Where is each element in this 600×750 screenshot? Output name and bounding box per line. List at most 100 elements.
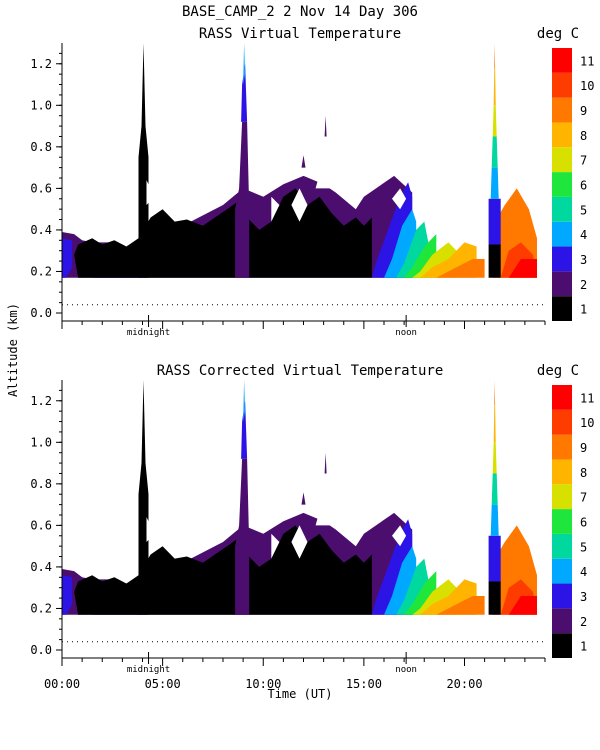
contour-level-1 bbox=[488, 581, 501, 615]
contour-level-7 bbox=[492, 442, 497, 474]
y-tick-label: 1.2 bbox=[30, 394, 52, 408]
y-tick-label: 0.2 bbox=[30, 601, 52, 615]
y-tick-label: 1.0 bbox=[30, 435, 52, 449]
contour-level-11 bbox=[508, 596, 537, 615]
data-gap bbox=[315, 496, 332, 526]
colorbar-swatch-10 bbox=[552, 72, 572, 98]
colorbar-swatch-3 bbox=[552, 246, 572, 272]
colorbar-swatch-7 bbox=[552, 147, 572, 173]
panel-title: RASS Virtual Temperature bbox=[199, 26, 401, 42]
y-tick-label: 0.6 bbox=[30, 518, 52, 532]
colorbar-swatch-5 bbox=[552, 533, 572, 559]
colorbar-swatch-6 bbox=[552, 509, 572, 534]
colorbar-label: 1 bbox=[580, 640, 587, 654]
y-tick-label: 0.0 bbox=[30, 306, 52, 320]
contour-level-2 bbox=[235, 458, 250, 615]
colorbar-label: 3 bbox=[580, 590, 587, 604]
data-gap bbox=[315, 159, 332, 189]
colorbar-swatch-11 bbox=[552, 385, 572, 410]
y-tick-label: 0.8 bbox=[30, 140, 52, 154]
contour-level-1 bbox=[488, 244, 501, 278]
colorbar-label: 3 bbox=[580, 253, 587, 267]
contour-level-1 bbox=[138, 380, 149, 615]
data-gap bbox=[271, 533, 280, 559]
colorbar-swatch-7 bbox=[552, 484, 572, 510]
y-tick-label: 0.8 bbox=[30, 477, 52, 491]
x-tick-label: 05:00 bbox=[145, 677, 181, 691]
midnight-label: midnight bbox=[127, 665, 170, 675]
colorbar-swatch-1 bbox=[552, 633, 572, 658]
contour-level-3 bbox=[241, 400, 248, 459]
colorbar-swatch-1 bbox=[552, 296, 572, 321]
colorbar-label: 6 bbox=[580, 516, 587, 530]
contour-level-4 bbox=[243, 43, 246, 85]
colorbar-swatch-11 bbox=[552, 48, 572, 73]
y-tick-label: 1.0 bbox=[30, 98, 52, 112]
data-gap bbox=[210, 163, 221, 189]
colorbar-swatch-8 bbox=[552, 122, 572, 148]
data-gap bbox=[146, 180, 155, 205]
colorbar-swatch-9 bbox=[552, 97, 572, 123]
contour-level-11 bbox=[508, 259, 537, 278]
colorbar-label: 8 bbox=[580, 466, 587, 480]
colorbar-label: 4 bbox=[580, 565, 587, 579]
x-tick-label: 15:00 bbox=[346, 677, 382, 691]
colorbar-label: 8 bbox=[580, 129, 587, 143]
contour-level-9 bbox=[436, 596, 485, 615]
data-gap bbox=[210, 500, 221, 526]
contour-level-2 bbox=[301, 155, 306, 168]
y-tick-label: 0.4 bbox=[30, 223, 52, 237]
colorbar-swatch-4 bbox=[552, 221, 572, 247]
panel-virtual-temperature: RASS Virtual Temperature deg C 0.0 0.2 0.4… bbox=[30, 26, 594, 338]
colorbar-swatch-2 bbox=[552, 271, 572, 297]
contour-level-8 bbox=[493, 404, 496, 443]
data-gap bbox=[146, 517, 155, 542]
colorbar-swatch-5 bbox=[552, 196, 572, 222]
data-gap bbox=[291, 188, 308, 222]
colorbar-label: 5 bbox=[580, 540, 587, 554]
contour-level-3 bbox=[488, 535, 501, 582]
data-gap bbox=[291, 525, 308, 559]
colorbar-label: 6 bbox=[580, 179, 587, 193]
y-tick-label: 0.2 bbox=[30, 264, 52, 278]
x-axis-label: Time (UT) bbox=[267, 687, 332, 701]
contour-level-1 bbox=[138, 43, 149, 278]
contour-level-5 bbox=[491, 136, 498, 168]
contour-level-2 bbox=[235, 121, 250, 278]
noon-label: noon bbox=[395, 328, 417, 338]
contour-level-8 bbox=[493, 67, 496, 106]
y-tick-label: 0.0 bbox=[30, 643, 52, 657]
colorbar-label: 11 bbox=[580, 391, 594, 405]
contour-level-2 bbox=[324, 452, 327, 474]
colorbar-label: 9 bbox=[580, 441, 587, 455]
x-tick-label: 10:00 bbox=[245, 677, 281, 691]
colorbar-label: 1 bbox=[580, 303, 587, 317]
contour-level-2 bbox=[324, 115, 327, 137]
colorbar-unit: deg C bbox=[537, 26, 579, 42]
colorbar-label: 10 bbox=[580, 79, 594, 93]
colorbar-unit: deg C bbox=[537, 363, 579, 379]
contour-level-9 bbox=[436, 259, 485, 278]
colorbar-swatch-3 bbox=[552, 583, 572, 609]
contour-level-4 bbox=[243, 380, 246, 422]
colorbar-swatch-9 bbox=[552, 434, 572, 460]
contour-level-4 bbox=[490, 167, 499, 199]
x-tick-label: 00:00 bbox=[44, 677, 80, 691]
contour-level-9 bbox=[494, 380, 496, 405]
colorbar-label: 4 bbox=[580, 228, 587, 242]
contour-level-5 bbox=[491, 473, 498, 505]
contour-level-3 bbox=[488, 198, 501, 245]
colorbar-label: 7 bbox=[580, 154, 587, 168]
colorbar-label: 11 bbox=[580, 54, 594, 68]
figure-title: BASE_CAMP_2 2 Nov 14 Day 306 bbox=[182, 4, 418, 20]
colorbar-label: 7 bbox=[580, 491, 587, 505]
contour-level-4 bbox=[490, 504, 499, 536]
y-tick-label: 0.6 bbox=[30, 181, 52, 195]
contour-level-3 bbox=[241, 63, 248, 122]
colorbar-swatch-2 bbox=[552, 608, 572, 634]
y-tick-label: 1.2 bbox=[30, 57, 52, 71]
midnight-label: midnight bbox=[127, 328, 170, 338]
colorbar-swatch-4 bbox=[552, 558, 572, 584]
colorbar-swatch-10 bbox=[552, 409, 572, 435]
